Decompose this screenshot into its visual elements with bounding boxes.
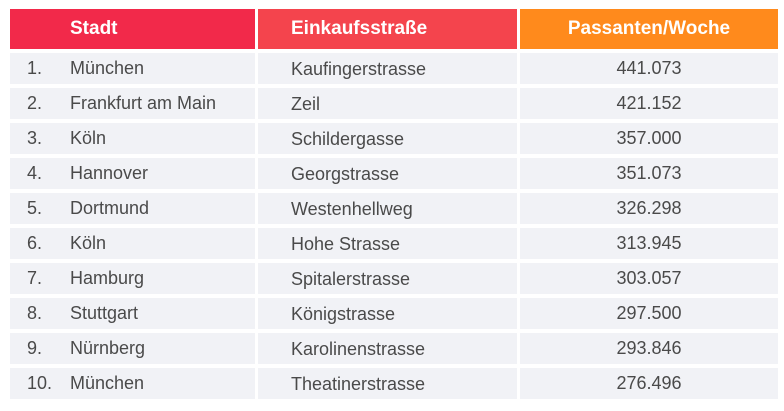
city-cell: 1. München xyxy=(10,53,255,84)
passersby-cell: 421.152 xyxy=(520,88,778,119)
passersby-cell: 293.846 xyxy=(520,333,778,364)
city-cell: 4. Hannover xyxy=(10,158,255,189)
passersby-cell: 303.057 xyxy=(520,263,778,294)
header-city: Stadt xyxy=(10,9,255,49)
table-row: 1. München Kaufingerstrasse 441.073 xyxy=(10,53,778,84)
passersby-cell: 441.073 xyxy=(520,53,778,84)
city-label: Köln xyxy=(70,128,107,148)
city-cell: 3. Köln xyxy=(10,123,255,154)
street-cell: Spitalerstrasse xyxy=(258,263,517,294)
table-row: 2. Frankfurt am Main Zeil 421.152 xyxy=(10,88,778,119)
table-row: 7. Hamburg Spitalerstrasse 303.057 xyxy=(10,263,778,294)
rank-label: 5. xyxy=(27,198,43,218)
street-cell: Zeil xyxy=(258,88,517,119)
shopping-streets-table: Stadt Einkaufsstraße Passanten/Woche 1. M… xyxy=(10,9,778,403)
rank-label: 6. xyxy=(27,233,43,253)
street-cell: Westenhellweg xyxy=(258,193,517,224)
city-cell: 5. Dortmund xyxy=(10,193,255,224)
city-label: Nürnberg xyxy=(70,338,146,358)
street-cell: Karolinenstrasse xyxy=(258,333,517,364)
street-cell: Georgstrasse xyxy=(258,158,517,189)
city-label: Hannover xyxy=(70,163,149,183)
city-label: Hamburg xyxy=(70,268,145,288)
table-body: 1. München Kaufingerstrasse 441.073 2. Frankf… xyxy=(10,53,778,399)
passersby-cell: 326.298 xyxy=(520,193,778,224)
header-street: Einkaufsstraße xyxy=(258,9,517,49)
table-row: 9. Nürnberg Karolinenstrasse 293.846 xyxy=(10,333,778,364)
city-cell: 7. Hamburg xyxy=(10,263,255,294)
city-label: Dortmund xyxy=(70,198,150,218)
street-cell: Schildergasse xyxy=(258,123,517,154)
table-row: 8. Stuttgart Königstrasse 297.500 xyxy=(10,298,778,329)
rank-label: 1. xyxy=(27,58,43,78)
city-label: Stuttgart xyxy=(70,303,139,323)
table-row: 6. Köln Hohe Strasse 313.945 xyxy=(10,228,778,259)
table-row: 10. München Theatinerstrasse 276.496 xyxy=(10,368,778,399)
street-cell: Hohe Strasse xyxy=(258,228,517,259)
passersby-cell: 351.073 xyxy=(520,158,778,189)
city-cell: 2. Frankfurt am Main xyxy=(10,88,255,119)
street-cell: Königstrasse xyxy=(258,298,517,329)
rank-label: 10. xyxy=(27,373,53,393)
rank-label: 7. xyxy=(27,268,43,288)
street-cell: Theatinerstrasse xyxy=(258,368,517,399)
rank-label: 3. xyxy=(27,128,43,148)
table-row: 5. Dortmund Westenhellweg 326.298 xyxy=(10,193,778,224)
city-label: München xyxy=(70,373,145,393)
city-cell: 10. München xyxy=(10,368,255,399)
rank-label: 8. xyxy=(27,303,43,323)
table-row: 4. Hannover Georgstrasse 351.073 xyxy=(10,158,778,189)
passersby-cell: 297.500 xyxy=(520,298,778,329)
city-label: Frankfurt am Main xyxy=(70,93,217,113)
passersby-cell: 313.945 xyxy=(520,228,778,259)
passersby-cell: 357.000 xyxy=(520,123,778,154)
city-label: München xyxy=(70,58,145,78)
header-passersby: Passanten/Woche xyxy=(520,9,778,49)
rank-label: 2. xyxy=(27,93,43,113)
city-cell: 8. Stuttgart xyxy=(10,298,255,329)
city-cell: 6. Köln xyxy=(10,228,255,259)
table-row: 3. Köln Schildergasse 357.000 xyxy=(10,123,778,154)
rank-label: 9. xyxy=(27,338,43,358)
city-cell: 9. Nürnberg xyxy=(10,333,255,364)
city-label: Köln xyxy=(70,233,107,253)
table-header-row: Stadt Einkaufsstraße Passanten/Woche xyxy=(10,9,778,49)
rank-label: 4. xyxy=(27,163,43,183)
street-cell: Kaufingerstrasse xyxy=(258,53,517,84)
passersby-cell: 276.496 xyxy=(520,368,778,399)
